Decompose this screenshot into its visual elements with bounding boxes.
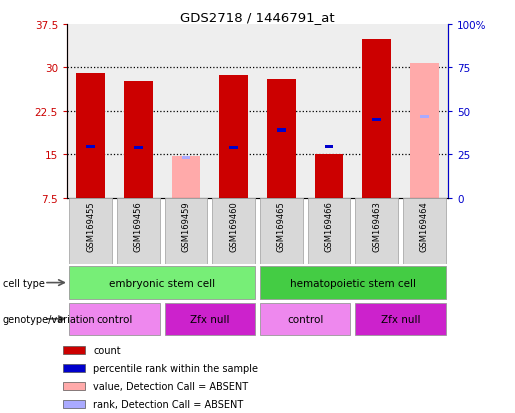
Bar — [63, 400, 85, 408]
Text: GSM169465: GSM169465 — [277, 201, 286, 252]
Bar — [87, 146, 95, 149]
Bar — [363, 40, 391, 198]
FancyBboxPatch shape — [70, 266, 255, 300]
FancyBboxPatch shape — [70, 198, 112, 264]
Bar — [315, 155, 343, 198]
FancyBboxPatch shape — [355, 303, 445, 335]
Bar — [171, 157, 200, 198]
Bar — [134, 147, 143, 150]
Text: GSM169463: GSM169463 — [372, 201, 381, 252]
FancyBboxPatch shape — [117, 198, 160, 264]
FancyBboxPatch shape — [260, 198, 303, 264]
FancyBboxPatch shape — [260, 303, 350, 335]
Text: GSM169464: GSM169464 — [420, 201, 428, 252]
Text: control: control — [96, 314, 133, 324]
Text: GSM169455: GSM169455 — [87, 201, 95, 252]
Bar — [63, 347, 85, 354]
FancyBboxPatch shape — [212, 198, 255, 264]
Bar — [182, 156, 191, 159]
Text: count: count — [93, 345, 121, 355]
Bar — [229, 147, 238, 150]
Bar — [267, 80, 296, 198]
Text: rank, Detection Call = ABSENT: rank, Detection Call = ABSENT — [93, 399, 244, 409]
FancyBboxPatch shape — [165, 198, 208, 264]
Bar — [410, 64, 439, 198]
Text: genotype/variation: genotype/variation — [3, 314, 95, 324]
Bar — [219, 76, 248, 198]
Text: GSM169456: GSM169456 — [134, 201, 143, 252]
FancyBboxPatch shape — [307, 198, 350, 264]
Bar — [76, 74, 105, 198]
Text: GSM169460: GSM169460 — [229, 201, 238, 252]
FancyBboxPatch shape — [260, 266, 445, 300]
FancyBboxPatch shape — [165, 303, 255, 335]
Text: GSM169459: GSM169459 — [182, 201, 191, 252]
Bar — [63, 364, 85, 372]
Text: control: control — [287, 314, 323, 324]
FancyBboxPatch shape — [355, 198, 398, 264]
Bar — [324, 146, 333, 149]
Bar — [420, 116, 428, 119]
Title: GDS2718 / 1446791_at: GDS2718 / 1446791_at — [180, 11, 335, 24]
FancyBboxPatch shape — [70, 303, 160, 335]
Bar — [277, 129, 286, 132]
Bar — [124, 81, 153, 198]
Text: cell type: cell type — [3, 278, 44, 288]
Bar — [372, 119, 381, 122]
FancyBboxPatch shape — [403, 198, 445, 264]
Text: value, Detection Call = ABSENT: value, Detection Call = ABSENT — [93, 381, 248, 391]
Text: percentile rank within the sample: percentile rank within the sample — [93, 363, 258, 373]
Text: GSM169466: GSM169466 — [324, 201, 333, 252]
Text: Zfx null: Zfx null — [381, 314, 420, 324]
Text: hematopoietic stem cell: hematopoietic stem cell — [290, 278, 416, 288]
Text: Zfx null: Zfx null — [190, 314, 230, 324]
Text: embryonic stem cell: embryonic stem cell — [109, 278, 215, 288]
Bar — [63, 382, 85, 390]
